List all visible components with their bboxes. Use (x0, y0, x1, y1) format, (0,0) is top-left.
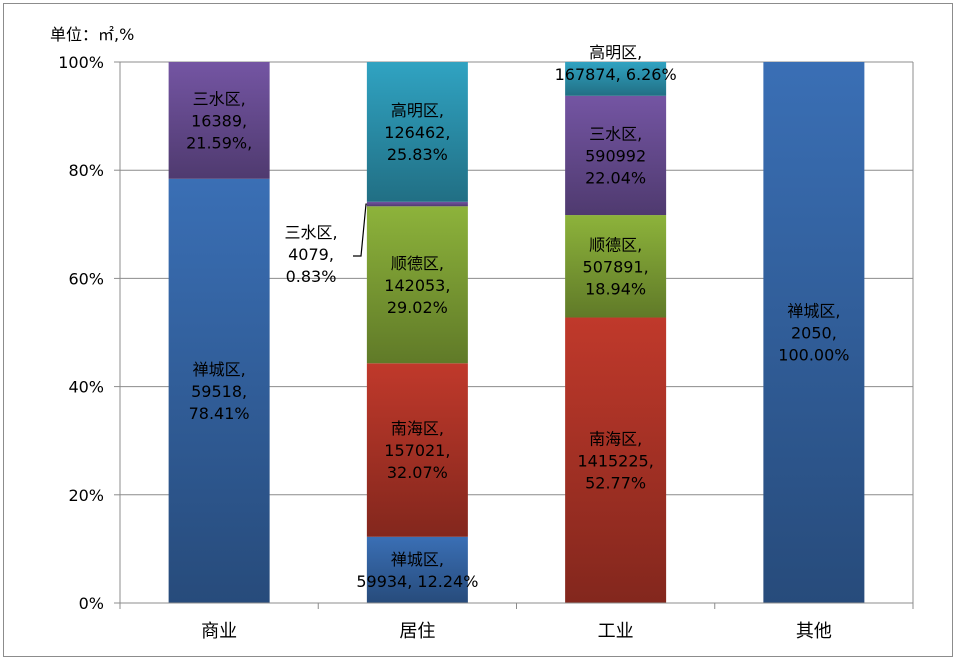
bar-segment (565, 215, 667, 318)
x-tick-label: 其他 (796, 621, 832, 642)
bar-segment (565, 95, 667, 216)
y-tick-label: 40% (68, 378, 104, 397)
data-label: 顺德区, 142053, 29.02% (384, 254, 450, 317)
data-label: 南海区, 157021, 32.07% (384, 419, 450, 482)
axes: 0% 20% 40% 60% 80% 100% 商业 居住 工业 其他 (58, 53, 914, 642)
x-tick-label: 居住 (399, 621, 435, 642)
y-tick-label: 80% (68, 161, 104, 180)
y-tick-label: 20% (68, 486, 104, 505)
data-label: 禅城区, 59518, 78.41% (189, 360, 250, 423)
bars (168, 61, 865, 604)
bar-segment (168, 178, 270, 604)
y-tick-label: 0% (79, 594, 104, 613)
data-label: 三水区, 4079, 0.83% (284, 223, 337, 286)
bar-segment (366, 62, 468, 202)
bar-segment (565, 61, 667, 96)
data-label: 南海区, 1415225, 52.77% (577, 429, 653, 492)
data-label: 高明区, 126462, 25.83% (384, 101, 450, 164)
x-tick-label: 工业 (598, 621, 634, 642)
bar-segment (168, 62, 270, 179)
bar-segment (565, 317, 667, 603)
data-label: 三水区, 590992 22.04% (585, 124, 646, 187)
data-label: 高明区, 167874, 6.26% (555, 43, 677, 84)
leader-line (353, 203, 367, 257)
x-tick-label: 商业 (201, 621, 237, 642)
bar-segment (366, 201, 468, 207)
bar-segment (366, 363, 468, 537)
data-label: 三水区, 16389, 21.59%, (186, 89, 252, 152)
data-label: 禅城区, 59934, 12.24% (356, 550, 478, 591)
data-label: 顺德区, 507891, 18.94% (583, 235, 649, 298)
bar-segment (763, 62, 865, 603)
unit-label: 单位：㎡,% (50, 25, 134, 44)
data-labels: 禅城区, 59518, 78.41% 三水区, 16389, 21.59%, 禅城区, 599… (186, 43, 849, 591)
data-label: 禅城区, 2050, 100.00% (778, 302, 849, 365)
bar-segment (366, 206, 468, 364)
y-tick-label: 100% (58, 53, 104, 72)
y-tick-label: 60% (68, 269, 104, 288)
bar-segment (366, 536, 468, 603)
